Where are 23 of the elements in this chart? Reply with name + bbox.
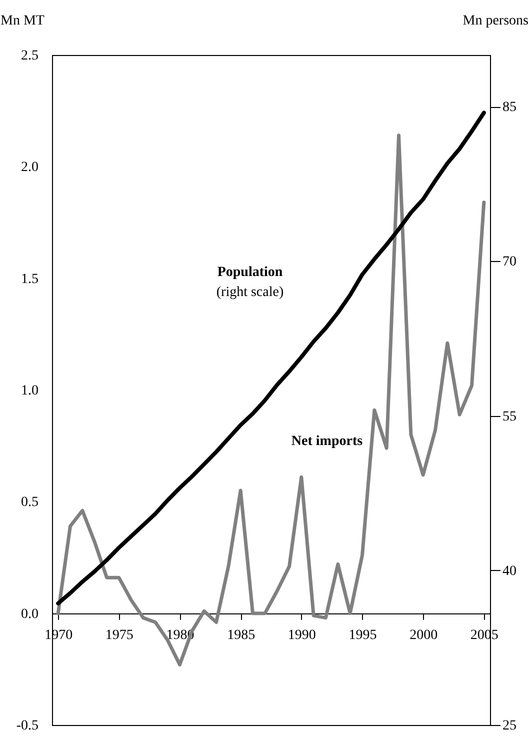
x-tick-label: 1995 (348, 628, 377, 643)
x-tick-label: 1990 (288, 628, 316, 643)
y2-axis-title: Mn persons (462, 14, 528, 28)
annotation: Net imports (291, 434, 364, 449)
x-tick-label: 1975 (105, 628, 134, 643)
x-tick-label: 1985 (227, 628, 256, 643)
line-series (56, 110, 486, 606)
y-tick-label: -0.5 (16, 718, 38, 734)
y-tick-label: 0.0 (21, 606, 38, 622)
x-tick-label: 2000 (410, 628, 438, 643)
y2-tick-label: 85 (502, 100, 516, 116)
y2-tick-label: 25 (502, 718, 516, 734)
annotation: Population (217, 265, 283, 280)
y2-tick-label: 55 (502, 409, 516, 424)
annotation: (right scale) (216, 285, 284, 300)
y-tick-label: 2.0 (21, 160, 38, 176)
y-tick-label: 1.5 (21, 272, 38, 287)
y2-tick-label: 70 (502, 254, 516, 270)
y2-tick-label: 40 (502, 564, 516, 579)
y-tick-label: 2.5 (21, 48, 38, 64)
y-tick-label: 1.0 (21, 384, 38, 398)
y-axis-title: Mn MT (0, 14, 45, 28)
y-tick-label: 0.5 (21, 495, 38, 510)
